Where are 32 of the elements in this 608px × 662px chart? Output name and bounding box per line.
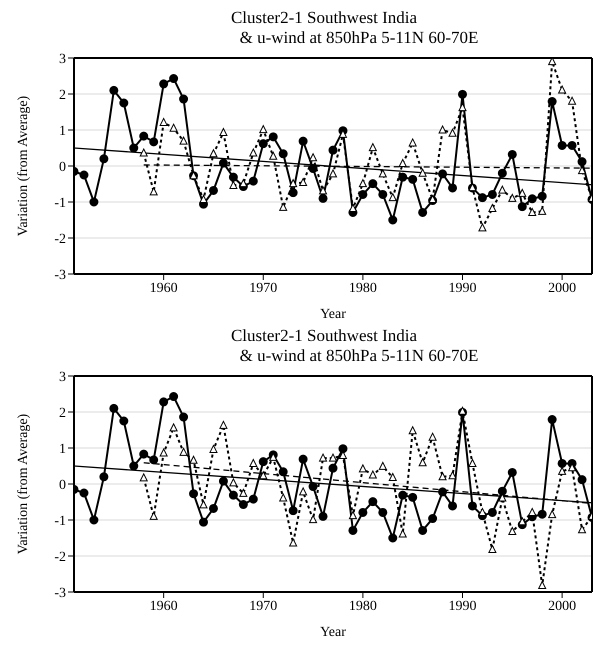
y-tick-label: 3 bbox=[59, 370, 66, 385]
chart-subtitle: & u-wind at 850hPa 5-11N 60-70E bbox=[238, 346, 480, 366]
x-tick-label: 1960 bbox=[150, 598, 178, 614]
y-tick-label: -1 bbox=[54, 196, 66, 211]
y-tick-label: 1 bbox=[59, 442, 66, 457]
x-tick-label: 1970 bbox=[249, 280, 278, 296]
y-tick-label: -2 bbox=[54, 550, 66, 565]
x-tick-label: 1970 bbox=[249, 598, 278, 614]
x-tick-label: 2000 bbox=[548, 280, 576, 296]
chart-title: Cluster2-1 Southwest India bbox=[230, 326, 418, 346]
x-tick-label: 1980 bbox=[348, 280, 377, 296]
y-tick-label: 2 bbox=[59, 406, 66, 421]
x-tick-label: 2000 bbox=[548, 598, 576, 614]
y-tick-label: 1 bbox=[59, 124, 66, 139]
y-tick-label: -3 bbox=[54, 586, 66, 601]
y-tick-label: 3 bbox=[59, 52, 66, 67]
x-tick-label: 1960 bbox=[150, 280, 178, 296]
x-tick-label: 1990 bbox=[448, 598, 476, 614]
x-tick-label: 1980 bbox=[348, 598, 377, 614]
chart-title: Cluster2-1 Southwest India bbox=[230, 8, 418, 28]
y-tick-label: -2 bbox=[54, 232, 66, 247]
x-tick-label: 1990 bbox=[448, 280, 476, 296]
x-axis-title: Year bbox=[320, 625, 346, 640]
y-tick-label: -3 bbox=[54, 268, 66, 283]
y-tick-label: 0 bbox=[59, 478, 66, 493]
y-tick-label: -1 bbox=[54, 514, 66, 529]
x-axis-title: Year bbox=[320, 307, 346, 322]
y-tick-label: 0 bbox=[59, 160, 66, 175]
y-axis-title: Variation (from Average) bbox=[16, 413, 31, 554]
y-tick-label: 2 bbox=[59, 88, 66, 103]
chart-subtitle: & u-wind at 850hPa 5-11N 60-70E bbox=[238, 28, 480, 48]
y-axis-title: Variation (from Average) bbox=[16, 95, 31, 236]
